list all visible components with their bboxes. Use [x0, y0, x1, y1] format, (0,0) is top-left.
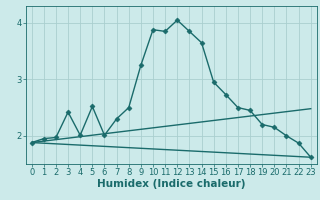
X-axis label: Humidex (Indice chaleur): Humidex (Indice chaleur)	[97, 179, 245, 189]
